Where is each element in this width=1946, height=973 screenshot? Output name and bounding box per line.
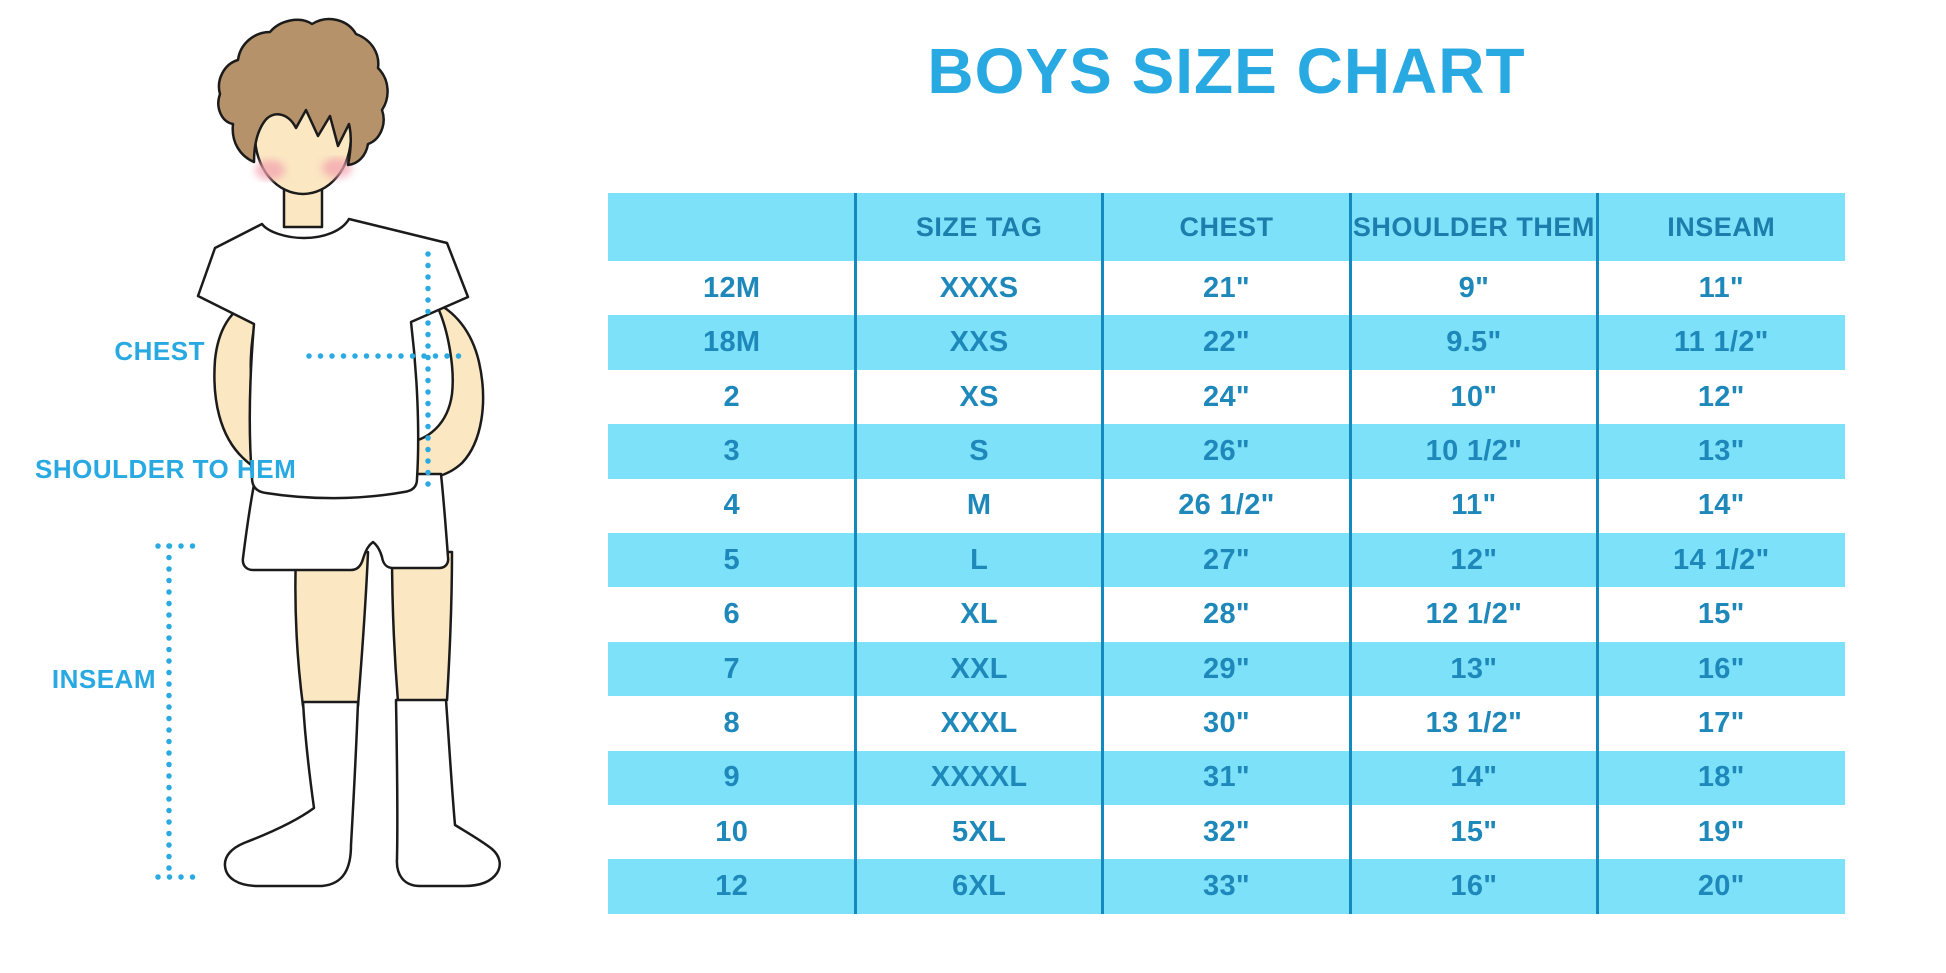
table-header-row: SIZE TAG CHEST SHOULDER THEM INSEAM	[608, 193, 1845, 261]
table-cell: 32"	[1203, 815, 1250, 848]
table-row: 18M XXS 22" 9.5" 11 1/2"	[608, 315, 1845, 370]
table-cell: 6XL	[952, 870, 1007, 903]
table-cell: 19"	[1697, 815, 1745, 848]
table-cell: XXXS	[939, 271, 1019, 304]
table-row: 5 L 27" 12" 14 1/2"	[608, 533, 1845, 588]
table-row: 6 XL 28" 12 1/2" 15"	[608, 587, 1845, 642]
table-row: 9 XXXXL 31" 14" 18"	[608, 750, 1845, 806]
table-cell: 21"	[1203, 271, 1250, 304]
page-title: BOYS SIZE CHART	[927, 35, 1526, 107]
table-row: 10 5XL 32" 15" 19"	[608, 805, 1845, 860]
size-table: SIZE TAG CHEST SHOULDER THEM INSEAM 12M X…	[608, 193, 1845, 914]
table-cell: 29"	[1203, 652, 1250, 685]
boy-socks	[223, 698, 501, 888]
boy-blush	[255, 158, 352, 180]
shoulder-to-hem-label: SHOULDER TO HEM	[35, 454, 297, 484]
table-cell: 20"	[1697, 870, 1745, 903]
boy-shorts	[241, 472, 450, 572]
column-header-size-tag: SIZE TAG	[915, 211, 1043, 242]
table-cell: 9.5"	[1446, 326, 1502, 359]
column-divider	[853, 193, 857, 914]
table-cell: XXXL	[940, 706, 1018, 739]
table-cell: 33"	[1203, 870, 1250, 903]
inseam-label: INSEAM	[51, 664, 156, 694]
table-cell: 8	[723, 706, 740, 739]
table-cell: 14"	[1697, 489, 1745, 522]
table-cell: 3	[723, 434, 740, 467]
table-cell: 2	[723, 380, 740, 413]
table-cell: 10 1/2"	[1425, 434, 1523, 467]
table-cell: 13"	[1697, 434, 1745, 467]
column-header-shoulder-them: SHOULDER THEM	[1352, 211, 1595, 242]
table-cell: 13 1/2"	[1425, 706, 1523, 739]
table-cell: 9	[723, 761, 740, 794]
table-cell: 11"	[1698, 271, 1744, 304]
table-cell: L	[970, 543, 989, 576]
column-header-size	[608, 193, 855, 261]
measurement-lines	[155, 251, 462, 880]
table-cell: 30"	[1203, 706, 1250, 739]
column-divider	[1348, 193, 1352, 914]
boy-illustration	[155, 17, 501, 888]
table-row: 8 XXXL 30" 13 1/2" 17"	[608, 696, 1845, 751]
table-cell: 9"	[1458, 271, 1490, 304]
table-cell: S	[969, 434, 989, 467]
table-cell: 27"	[1203, 543, 1250, 576]
table-row: 3 S 26" 10 1/2" 13"	[608, 424, 1845, 479]
table-cell: 12M	[703, 271, 761, 304]
table-cell: XXXXL	[930, 761, 1028, 794]
table-row: 12 6XL 33" 16" 20"	[608, 859, 1845, 914]
table-cell: 11 1/2"	[1673, 326, 1769, 359]
table-cell: 15"	[1697, 598, 1745, 631]
table-cell: M	[966, 489, 992, 522]
table-cell: 14 1/2"	[1673, 543, 1770, 576]
table-cell: 16"	[1450, 870, 1498, 903]
table-cell: 7	[723, 652, 740, 685]
table-cell: 13"	[1450, 652, 1498, 685]
table-cell: 5	[723, 543, 740, 576]
column-header-inseam: INSEAM	[1667, 211, 1776, 242]
column-divider	[1101, 193, 1105, 914]
table-cell: 6	[723, 598, 740, 631]
table-body: 12M XXXS 21" 9" 11" 18M XXS 22" 9.5" 11 1/2" 2 XS 24…	[608, 261, 1845, 914]
boy-legs	[294, 550, 454, 708]
table-cell: 5XL	[952, 815, 1007, 848]
table-cell: 10"	[1450, 380, 1498, 413]
table-cell: 4	[723, 489, 740, 522]
table-cell: 22"	[1203, 326, 1250, 359]
table-cell: 12 1/2"	[1425, 598, 1523, 631]
table-cell: XS	[959, 380, 999, 413]
table-cell: 15"	[1450, 815, 1498, 848]
table-cell: 16"	[1697, 652, 1745, 685]
table-cell: 26"	[1203, 434, 1250, 467]
table-cell: 14"	[1450, 761, 1498, 794]
table-cell: XXL	[950, 652, 1008, 685]
table-row: 12M XXXS 21" 9" 11"	[608, 261, 1845, 316]
column-header-chest: CHEST	[1179, 211, 1274, 242]
table-cell: 18M	[703, 326, 761, 359]
table-cell: 28"	[1203, 598, 1250, 631]
table-row: 4 M 26 1/2" 11" 14"	[608, 478, 1845, 534]
table-cell: XL	[960, 598, 998, 631]
chest-label: CHEST	[114, 336, 205, 366]
table-cell: 31"	[1203, 761, 1250, 794]
table-cell: 17"	[1697, 706, 1745, 739]
table-row: 7 XXL 29" 13" 16"	[608, 641, 1845, 697]
boy-shirt	[196, 217, 470, 500]
table-cell: 12	[715, 870, 749, 903]
boy-hair	[217, 17, 389, 167]
table-cell: 10	[715, 815, 749, 848]
table-row: 2 XS 24" 10" 12"	[608, 369, 1845, 425]
table-cell: XXS	[949, 326, 1009, 359]
table-cell: 18"	[1697, 761, 1745, 794]
table-cell: 26 1/2"	[1178, 489, 1275, 522]
table-cell: 24"	[1203, 380, 1250, 413]
table-cell: 12"	[1450, 543, 1498, 576]
column-divider	[1596, 193, 1600, 914]
table-cell: 12"	[1697, 380, 1745, 413]
table-cell: 11"	[1451, 489, 1497, 522]
